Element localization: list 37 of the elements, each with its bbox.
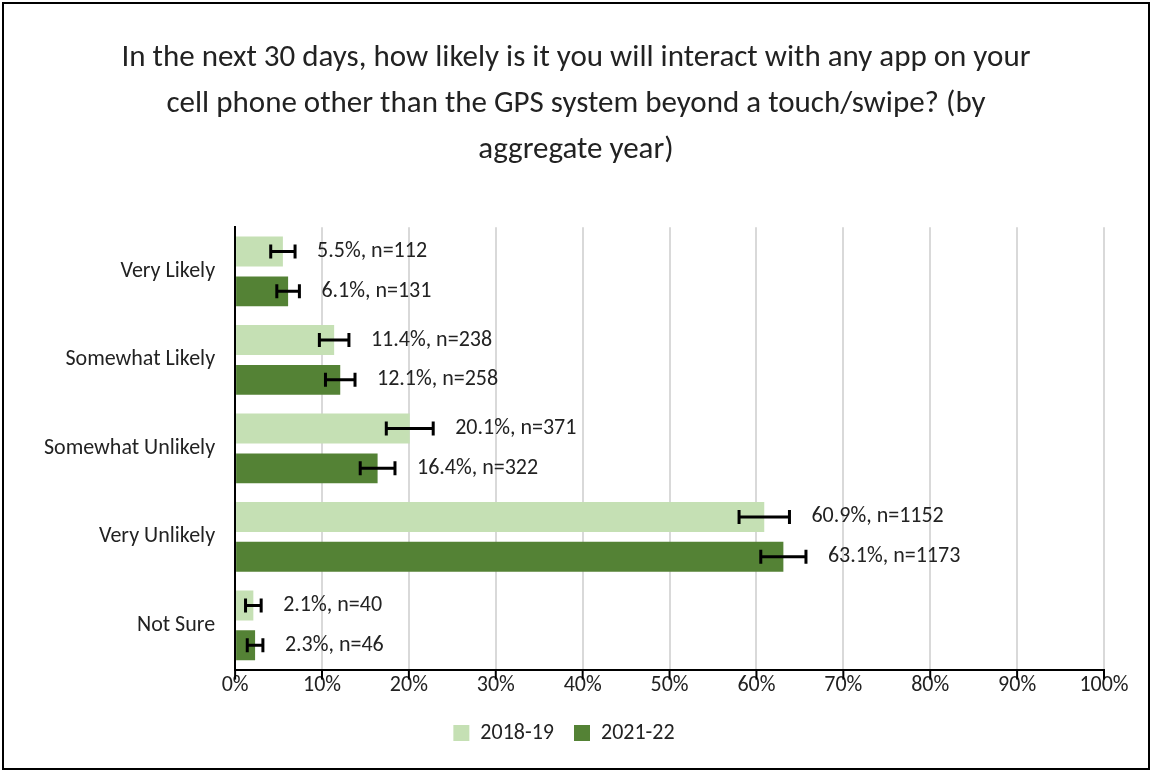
bar (236, 541, 784, 572)
data-label: 5.5%, n=112 (317, 236, 428, 264)
data-label: 20.1%, n=371 (455, 412, 577, 440)
chart-title: In the next 30 days, how likely is it you will interact with any app on your cell phone other than the GPS system beyond a touch/swipe? (by aggregate year) (120, 35, 1032, 168)
data-label: 63.1%, n=1173 (827, 541, 961, 569)
legend-label: 2018-19 (480, 717, 554, 745)
data-label: 2.3%, n=46 (284, 629, 384, 657)
bar (236, 364, 341, 395)
data-label: 60.9%, n=1152 (811, 501, 944, 529)
bar (236, 325, 335, 355)
data-label: 16.4%, n=322 (416, 452, 539, 480)
data-label: 2.1%, n=40 (283, 589, 383, 617)
x-tick-label: 0% (221, 670, 249, 698)
y-tick-label: Somewhat Likely (65, 344, 216, 372)
x-tick-label: 30% (476, 670, 516, 698)
y-tick-label: Very Unlikely (99, 521, 216, 549)
x-tick-label: 60% (737, 670, 776, 698)
x-tick-label: 40% (563, 670, 602, 698)
data-label: 11.4%, n=238 (370, 324, 493, 352)
x-tick-label: 20% (389, 670, 429, 698)
x-tick-label: 10% (302, 670, 342, 698)
bar (236, 276, 289, 307)
x-tick-label: 100% (1079, 670, 1129, 698)
bar (236, 453, 378, 484)
bar (236, 502, 765, 532)
x-tick-label: 70% (824, 670, 863, 698)
data-label: 12.1%, n=258 (377, 364, 499, 392)
bar (236, 236, 283, 267)
x-tick-label: 80% (911, 670, 950, 698)
y-tick-label: Very Likely (120, 255, 216, 283)
y-tick-label: Not Sure (136, 609, 216, 637)
x-tick-label: 50% (650, 670, 689, 698)
data-label: 6.1%, n=131 (321, 275, 432, 303)
y-tick-label: Somewhat Unlikely (43, 432, 216, 460)
x-tick-label: 90% (998, 670, 1037, 698)
bar (236, 413, 410, 444)
legend-label: 2021-22 (601, 717, 675, 745)
